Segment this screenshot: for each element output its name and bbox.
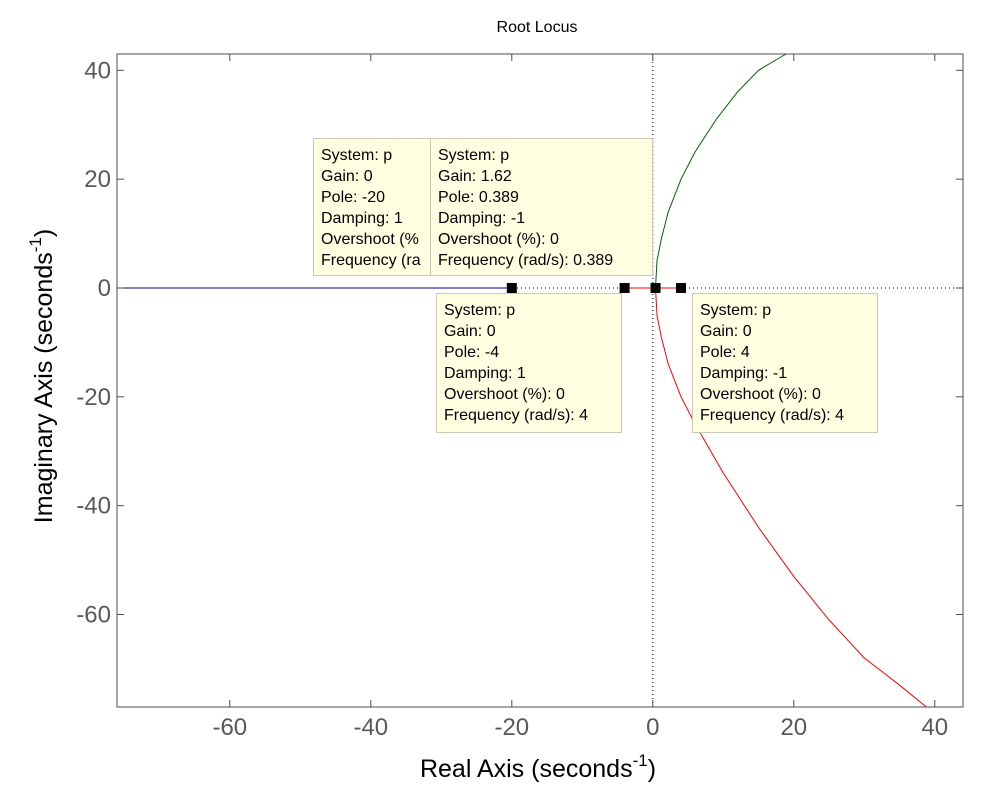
- datatip-line: Frequency (rad/s): 4: [444, 407, 589, 424]
- datatip-line: Overshoot (%): 0: [444, 386, 565, 403]
- datatip-line: Gain: 0: [444, 323, 496, 340]
- datatip-line: Gain: 1.62: [438, 168, 512, 185]
- datatip-line: Damping: 1: [444, 365, 526, 382]
- datatip-marker[interactable]: [619, 282, 630, 293]
- x-axis-label-text: Real Axis (seconds: [420, 755, 633, 783]
- y-axis-label: Imaginary Axis (seconds-1): [26, 229, 58, 523]
- y-tick-label: -40: [76, 493, 111, 520]
- datatip-line: Overshoot (%): 0: [700, 386, 821, 403]
- y-axis-label-close: ): [30, 229, 58, 237]
- datatip-line: Pole: 0.389: [438, 189, 519, 206]
- y-tick-label: 20: [84, 166, 111, 193]
- datatip-line: Pole: 4: [700, 344, 750, 361]
- y-tick-label: -20: [76, 384, 111, 411]
- datatip-line: Pole: -4: [444, 344, 500, 361]
- datatip-pole-minus-20[interactable]: System: p Gain: 0 Pole: -20 Damping: 1 O…: [313, 138, 433, 276]
- datatip-pole-minus-4[interactable]: System: p Gain: 0 Pole: -4 Damping: 1 Ov…: [436, 293, 622, 433]
- datatip-line: Frequency (rad/s): 0.389: [438, 252, 614, 269]
- datatip-line: Gain: 0: [321, 168, 373, 185]
- y-axis-label-text: Imaginary Axis (seconds: [30, 252, 58, 523]
- x-axis-label: Real Axis (seconds-1): [420, 751, 656, 783]
- locus-branch-red: [655, 287, 927, 708]
- datatip-pole-0-389[interactable]: System: p Gain: 1.62 Pole: 0.389 Damping…: [430, 138, 653, 276]
- y-tick-label: 40: [84, 57, 111, 84]
- datatip-marker[interactable]: [506, 282, 517, 293]
- x-tick-label: -20: [494, 714, 529, 741]
- datatip-line: Frequency (rad/s): 4: [700, 407, 845, 424]
- datatip-line: System: p: [321, 147, 393, 164]
- datatip-line: Overshoot (%): 0: [438, 231, 559, 248]
- y-tick-label: -60: [76, 601, 111, 628]
- datatip-line: System: p: [438, 147, 510, 164]
- y-axis-label-exponent: -1: [26, 237, 45, 252]
- x-tick-label: 0: [646, 714, 659, 741]
- datatip-line: Frequency (ra: [321, 252, 421, 269]
- datatip-line: System: p: [444, 302, 516, 319]
- x-tick-label: -60: [212, 714, 247, 741]
- datatip-line: System: p: [700, 302, 772, 319]
- datatip-line: Damping: -1: [438, 210, 526, 227]
- x-axis-label-exponent: -1: [633, 751, 648, 770]
- x-tick-label: 20: [780, 714, 807, 741]
- datatip-pole-4[interactable]: System: p Gain: 0 Pole: 4 Damping: -1 Ov…: [692, 293, 878, 433]
- chart-title: Root Locus: [497, 19, 578, 36]
- datatip-marker[interactable]: [650, 282, 661, 293]
- datatip-marker[interactable]: [676, 282, 686, 293]
- y-tick-label: 0: [98, 275, 111, 302]
- datatip-line: Pole: -20: [321, 189, 386, 206]
- x-axis-label-close: ): [648, 755, 656, 783]
- datatip-line: Damping: -1: [700, 365, 788, 382]
- x-tick-label: -40: [353, 714, 388, 741]
- datatip-line: Gain: 0: [700, 323, 752, 340]
- datatip-line: Overshoot (%: [321, 231, 419, 248]
- x-tick-label: 40: [921, 714, 948, 741]
- locus-branch-green: [655, 53, 787, 289]
- datatip-line: Damping: 1: [321, 210, 403, 227]
